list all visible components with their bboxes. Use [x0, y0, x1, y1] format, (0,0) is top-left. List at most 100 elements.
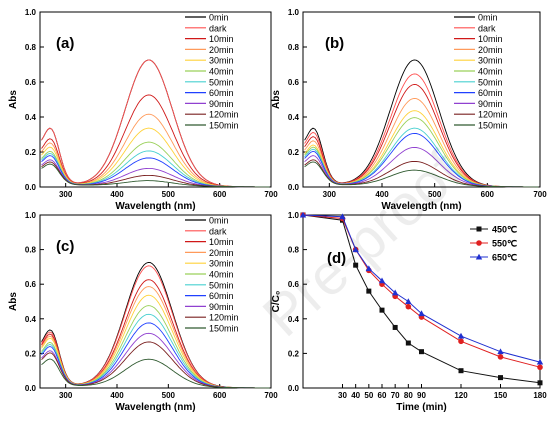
data-point — [536, 358, 544, 365]
plot-frame — [302, 11, 541, 188]
legend-label: 60min — [478, 88, 503, 98]
series-line — [41, 286, 270, 389]
legend-label: 30min — [209, 259, 234, 269]
y-axis-label: Abs — [271, 90, 282, 109]
y-tick-label: 1.0 — [25, 8, 37, 17]
y-tick-label: 0.2 — [288, 349, 300, 358]
x-tick-label: 90 — [417, 391, 426, 400]
legend-label: 90min — [209, 302, 234, 312]
legend-label: 120min — [209, 110, 239, 120]
x-tick-label: 600 — [481, 190, 495, 199]
panel-b: 0.0 0.2 0.4 0.6 0.8 1.0 300 400 500 600 700 Wavelen… — [271, 8, 547, 212]
data-point — [497, 354, 504, 360]
legend-label: dark — [209, 23, 227, 33]
panel-a: 0.0 0.2 0.4 0.6 0.8 1.0 300 400 500 600 700 Wavelen… — [8, 8, 278, 212]
y-tick-label: 1.0 — [288, 8, 300, 17]
x-tick-label: 300 — [59, 391, 73, 400]
legend-label: 50min — [209, 77, 234, 87]
series-line — [302, 214, 541, 363]
y-tick-label: 0.8 — [25, 246, 37, 255]
series-line — [41, 127, 270, 188]
x-axis-label: Wavelength (nm) — [115, 201, 195, 212]
data-point — [352, 246, 359, 253]
series-line — [304, 127, 539, 188]
y-tick-label: 0.8 — [25, 43, 37, 52]
y-tick-label: 0.0 — [288, 384, 300, 393]
x-tick-label: 600 — [213, 190, 227, 199]
series-line — [41, 358, 270, 389]
y-tick-label: 0.4 — [288, 113, 300, 122]
legend-label: 150min — [209, 121, 239, 131]
legend-label: 40min — [209, 67, 234, 77]
data-point — [366, 288, 372, 294]
legend-marker — [476, 226, 482, 232]
y-tick-label: 1.0 — [288, 211, 300, 220]
series-line — [41, 279, 270, 389]
x-tick-label: 80 — [404, 391, 413, 400]
y-tick-label: 0.4 — [25, 113, 37, 122]
data-point — [379, 307, 385, 313]
data-point — [299, 211, 307, 218]
x-tick-label: 400 — [110, 391, 124, 400]
legend-label: 450℃ — [492, 225, 517, 235]
panel-label: (d) — [327, 250, 346, 267]
panel-label: (b) — [325, 35, 344, 52]
x-tick-label: 70 — [391, 391, 400, 400]
y-tick-label: 0.4 — [25, 315, 37, 324]
legend-label: 0min — [209, 13, 229, 23]
x-tick-label: 300 — [59, 190, 73, 199]
x-tick-label: 500 — [162, 391, 176, 400]
data-point — [339, 213, 346, 220]
data-point — [457, 332, 465, 339]
data-point — [405, 303, 412, 310]
data-point — [497, 348, 504, 355]
y-tick-label: 0.6 — [25, 78, 37, 87]
y-tick-label: 0.0 — [288, 183, 300, 192]
y-tick-label: 0.2 — [25, 349, 37, 358]
y-tick-label: 0.8 — [288, 43, 300, 52]
legend-label: 90min — [209, 99, 234, 109]
data-point — [392, 324, 398, 330]
legend-label: 20min — [478, 45, 503, 55]
data-point — [498, 375, 503, 381]
legend-label: 10min — [209, 34, 234, 44]
legend-label: 50min — [478, 77, 503, 87]
x-tick-label: 120 — [454, 391, 468, 400]
data-point — [537, 380, 543, 386]
legend-label: 0min — [209, 216, 229, 226]
legend-label: 150min — [478, 121, 508, 131]
series-line — [304, 161, 539, 188]
x-tick-label: 400 — [375, 190, 389, 199]
panel-label: (a) — [56, 35, 74, 52]
y-tick-label: 0.0 — [25, 384, 37, 393]
y-tick-label: 0.0 — [25, 183, 37, 192]
data-point — [353, 262, 359, 268]
data-point — [405, 340, 411, 346]
series-line — [304, 146, 539, 188]
data-point — [419, 349, 424, 355]
y-tick-label: 0.8 — [288, 246, 300, 255]
x-axis-label: Time (min) — [396, 402, 446, 413]
x-tick-label: 150 — [494, 391, 508, 400]
legend-marker — [476, 240, 482, 246]
legend-label: 20min — [209, 248, 234, 258]
legend-label: 150min — [209, 324, 239, 334]
y-tick-label: 0.2 — [25, 148, 37, 157]
legend-label: 10min — [209, 237, 234, 247]
x-axis-label: Wavelength (nm) — [115, 402, 195, 413]
legend-label: 550℃ — [492, 239, 517, 249]
y-axis-label: C/C₀ — [271, 291, 282, 313]
data-point — [458, 338, 464, 345]
data-point — [405, 298, 412, 304]
x-tick-label: 60 — [378, 391, 387, 400]
series-line — [41, 341, 270, 389]
legend-label: 20min — [209, 45, 234, 55]
series-line — [41, 163, 270, 188]
x-tick-label: 50 — [364, 391, 373, 400]
y-tick-label: 0.4 — [288, 315, 300, 324]
data-point — [365, 265, 373, 272]
legend-label: 60min — [209, 88, 234, 98]
x-tick-label: 700 — [533, 190, 547, 199]
y-tick-label: 1.0 — [25, 211, 37, 220]
